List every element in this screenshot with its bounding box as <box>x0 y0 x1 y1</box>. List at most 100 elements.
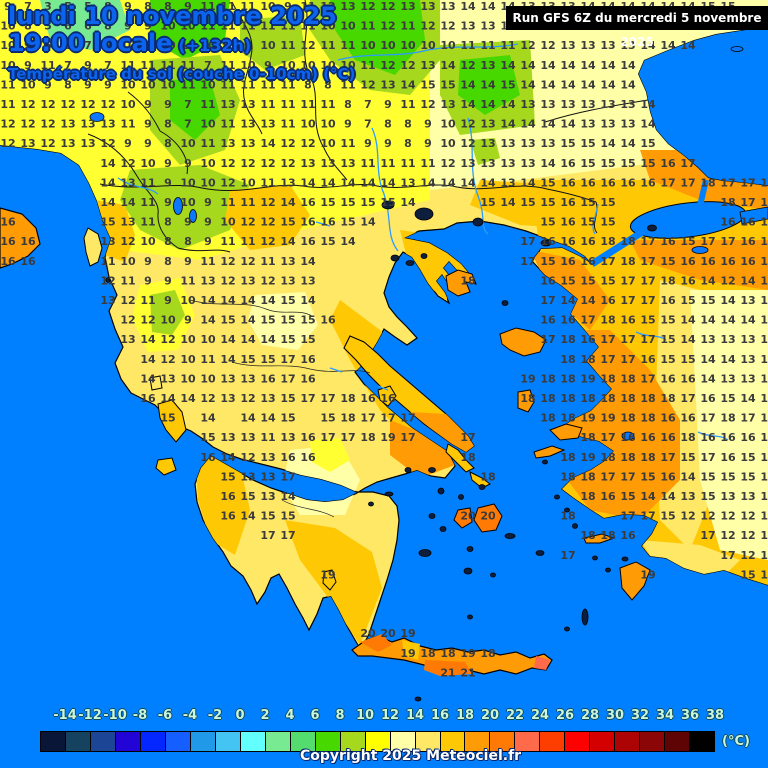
temp-value: 16 <box>660 431 676 444</box>
temp-value: 14 <box>200 294 216 307</box>
temp-value: 19 <box>520 372 535 385</box>
temp-value: 11 <box>400 157 415 170</box>
temp-value: 18 <box>620 392 635 405</box>
temp-value: 8 <box>164 137 172 150</box>
temp-value: 11 <box>240 78 255 91</box>
temp-value: 10 <box>120 255 136 268</box>
temp-value: 16 <box>720 216 736 229</box>
temp-value: 14 <box>580 78 596 91</box>
temp-value: 10 <box>180 176 196 189</box>
temp-value: 14 <box>640 39 656 52</box>
temp-value: 13 <box>280 274 295 287</box>
scale-label: 4 <box>285 708 295 723</box>
temp-value: 15 <box>600 196 615 209</box>
temp-value: 9 <box>124 0 132 13</box>
temp-value: 18 <box>600 451 615 464</box>
temp-value: 12 <box>260 157 275 170</box>
temp-value: 10 <box>320 137 336 150</box>
temp-value: 11 <box>260 78 275 91</box>
temp-value: 19 <box>600 412 615 425</box>
temp-value: 14 <box>580 294 596 307</box>
temp-value: 12 <box>280 137 295 150</box>
temp-value: 15 <box>420 78 435 91</box>
scale-label: 18 <box>455 708 475 723</box>
temp-value: 11 <box>180 274 195 287</box>
temp-value: 16 <box>580 333 596 346</box>
temp-value: 13 <box>580 98 595 111</box>
temp-value: 8 <box>164 255 172 268</box>
corfu-island <box>83 227 103 267</box>
temp-value: 20 <box>380 627 396 640</box>
scale-cell <box>165 732 191 751</box>
temp-value: 13 <box>480 59 495 72</box>
aegean-islands <box>149 269 651 601</box>
temp-value: 18 <box>720 412 735 425</box>
temp-value: 14 <box>740 314 756 327</box>
temp-value: 17 <box>640 235 655 248</box>
temp-value: 18 <box>600 392 615 405</box>
temp-value: 10 <box>160 314 176 327</box>
scale-cell <box>265 732 291 751</box>
temp-value: 10 <box>20 78 36 91</box>
temp-value: 9 <box>184 314 192 327</box>
temp-value: 16 <box>680 274 696 287</box>
temp-value: 15 <box>540 176 555 189</box>
temp-value: 12 <box>300 137 315 150</box>
temp-value: 18 <box>600 235 615 248</box>
scale-label: 36 <box>680 708 700 723</box>
temp-value: 7 <box>64 59 72 72</box>
temp-value: 12 <box>280 157 295 170</box>
temp-value: 15 <box>360 196 375 209</box>
temp-value: 14 <box>540 118 556 131</box>
scale-cell <box>640 732 666 751</box>
temp-value: 15 <box>740 451 755 464</box>
temp-value: 18 <box>560 510 575 523</box>
temp-value: 15 <box>320 235 335 248</box>
scale-cell <box>440 732 466 751</box>
temp-value: 16 <box>560 157 576 170</box>
temp-value: 10 <box>140 235 156 248</box>
scale-label: 22 <box>505 708 525 723</box>
scale-cell <box>115 732 141 751</box>
temp-value: 11 <box>220 118 235 131</box>
temp-value: 14 <box>260 333 276 346</box>
temp-value: 20 <box>360 627 376 640</box>
temp-value: 10 <box>120 98 136 111</box>
temp-value: 13 <box>260 392 275 405</box>
temp-value: 9 <box>104 78 112 91</box>
temp-value: 9 <box>4 0 12 13</box>
temp-value: 10 <box>340 59 356 72</box>
temp-value: 14 <box>540 78 556 91</box>
temp-value: 14 <box>140 333 156 346</box>
temp-value: 15 <box>440 78 455 91</box>
temp-value: 14 <box>480 0 496 13</box>
scale-cell <box>315 732 341 751</box>
temp-value: 16 <box>300 372 316 385</box>
temp-value: 18 <box>560 372 575 385</box>
temp-value: 14 <box>760 392 768 405</box>
temp-value: 6 <box>84 20 92 33</box>
temp-value: 13 <box>460 20 475 33</box>
temp-value: 12 <box>440 20 455 33</box>
temp-value: 9 <box>124 20 132 33</box>
temp-value: 9 <box>204 216 212 229</box>
temp-value: 16 <box>360 392 376 405</box>
temp-value: 14 <box>620 78 636 91</box>
temp-value: 13 <box>500 157 515 170</box>
temp-value: 18 <box>640 451 655 464</box>
temp-value: 15 <box>660 353 675 366</box>
temp-value: 15 <box>660 510 675 523</box>
temp-value: 13 <box>60 118 75 131</box>
temp-value: 15 <box>700 490 715 503</box>
temp-value: 14 <box>400 196 416 209</box>
temp-value: 15 <box>560 274 575 287</box>
temp-value: 18 <box>680 431 695 444</box>
temp-value: 15 <box>300 333 315 346</box>
temp-value: 13 <box>740 333 755 346</box>
temp-value: 12 <box>120 314 135 327</box>
temp-value: 10 <box>200 372 216 385</box>
temp-value: 18 <box>600 372 615 385</box>
temp-value: 12 <box>60 98 75 111</box>
temp-value: 9 <box>164 196 172 209</box>
